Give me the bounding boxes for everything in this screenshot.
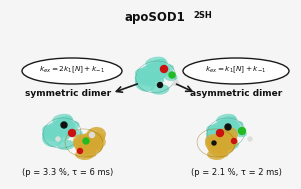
Ellipse shape bbox=[57, 140, 75, 150]
Ellipse shape bbox=[150, 84, 169, 95]
Ellipse shape bbox=[137, 63, 170, 83]
Ellipse shape bbox=[42, 131, 62, 147]
Ellipse shape bbox=[79, 132, 105, 146]
Circle shape bbox=[231, 139, 237, 143]
Circle shape bbox=[212, 141, 216, 145]
Ellipse shape bbox=[79, 143, 101, 151]
Ellipse shape bbox=[75, 150, 93, 160]
Ellipse shape bbox=[229, 121, 244, 133]
Circle shape bbox=[157, 83, 163, 88]
Text: $k_{ex} = k_1[N] + k_{-1}$: $k_{ex} = k_1[N] + k_{-1}$ bbox=[205, 65, 267, 75]
Ellipse shape bbox=[206, 128, 234, 142]
Text: (p = 3.3 %, τ = 6 ms): (p = 3.3 %, τ = 6 ms) bbox=[22, 168, 113, 177]
Ellipse shape bbox=[65, 121, 79, 133]
Circle shape bbox=[69, 129, 76, 136]
Ellipse shape bbox=[233, 129, 247, 137]
Text: $k_{ex} = 2k_1[N] + k_{-1}$: $k_{ex} = 2k_1[N] + k_{-1}$ bbox=[39, 65, 105, 75]
Ellipse shape bbox=[211, 143, 233, 151]
Circle shape bbox=[77, 149, 82, 153]
Ellipse shape bbox=[207, 150, 225, 160]
Ellipse shape bbox=[205, 136, 235, 154]
Ellipse shape bbox=[206, 125, 222, 137]
Ellipse shape bbox=[69, 129, 83, 137]
Ellipse shape bbox=[86, 127, 106, 143]
Circle shape bbox=[225, 124, 231, 130]
Circle shape bbox=[160, 66, 167, 73]
Circle shape bbox=[173, 81, 178, 85]
Ellipse shape bbox=[211, 132, 237, 146]
Text: (p = 2.1 %, τ = 2 ms): (p = 2.1 %, τ = 2 ms) bbox=[191, 168, 281, 177]
Ellipse shape bbox=[207, 144, 228, 158]
Circle shape bbox=[248, 137, 252, 141]
Ellipse shape bbox=[216, 114, 236, 124]
Ellipse shape bbox=[22, 58, 122, 84]
Ellipse shape bbox=[90, 137, 106, 149]
Ellipse shape bbox=[73, 134, 91, 148]
Ellipse shape bbox=[44, 119, 76, 139]
Ellipse shape bbox=[135, 71, 164, 86]
Ellipse shape bbox=[158, 64, 174, 77]
Ellipse shape bbox=[135, 74, 156, 92]
Ellipse shape bbox=[222, 137, 238, 149]
Text: symmetric dimer: symmetric dimer bbox=[25, 89, 111, 98]
Circle shape bbox=[216, 129, 224, 136]
Ellipse shape bbox=[208, 119, 240, 139]
Circle shape bbox=[61, 122, 67, 128]
Ellipse shape bbox=[73, 136, 103, 154]
Text: asymmetric dimer: asymmetric dimer bbox=[190, 89, 282, 98]
Ellipse shape bbox=[42, 125, 58, 137]
Circle shape bbox=[56, 137, 60, 141]
Ellipse shape bbox=[183, 58, 289, 84]
Ellipse shape bbox=[205, 134, 223, 148]
Ellipse shape bbox=[52, 114, 72, 124]
Ellipse shape bbox=[135, 68, 151, 81]
Ellipse shape bbox=[163, 72, 178, 81]
Ellipse shape bbox=[221, 140, 239, 150]
Text: 2SH: 2SH bbox=[193, 11, 212, 20]
Circle shape bbox=[238, 128, 246, 135]
Ellipse shape bbox=[217, 116, 237, 130]
Ellipse shape bbox=[76, 144, 97, 158]
Ellipse shape bbox=[206, 131, 226, 147]
Circle shape bbox=[169, 72, 175, 78]
Ellipse shape bbox=[145, 57, 166, 68]
Circle shape bbox=[83, 138, 89, 144]
Ellipse shape bbox=[53, 116, 73, 130]
Ellipse shape bbox=[42, 128, 70, 142]
Ellipse shape bbox=[146, 59, 168, 74]
Text: apoSOD1: apoSOD1 bbox=[125, 11, 185, 24]
Ellipse shape bbox=[218, 127, 238, 143]
Circle shape bbox=[89, 132, 95, 138]
